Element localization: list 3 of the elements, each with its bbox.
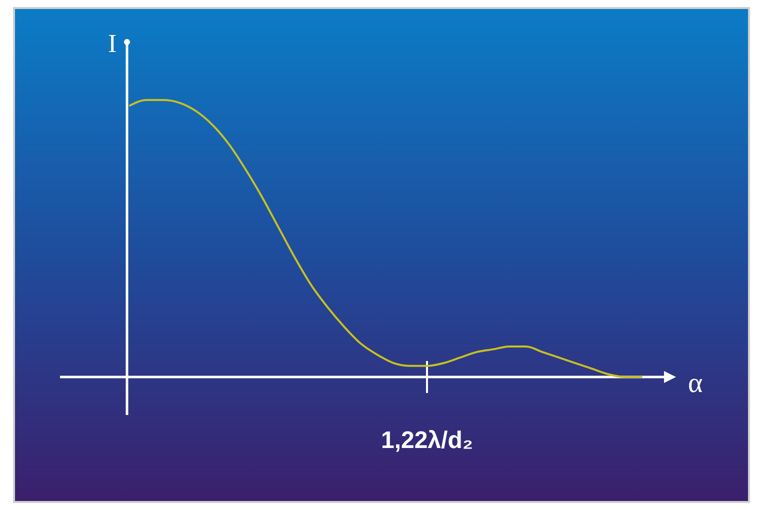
text: 1,22λ/d₂: [380, 427, 474, 454]
y-axis-title: I: [108, 29, 117, 58]
x-axis-title: α: [688, 368, 703, 399]
